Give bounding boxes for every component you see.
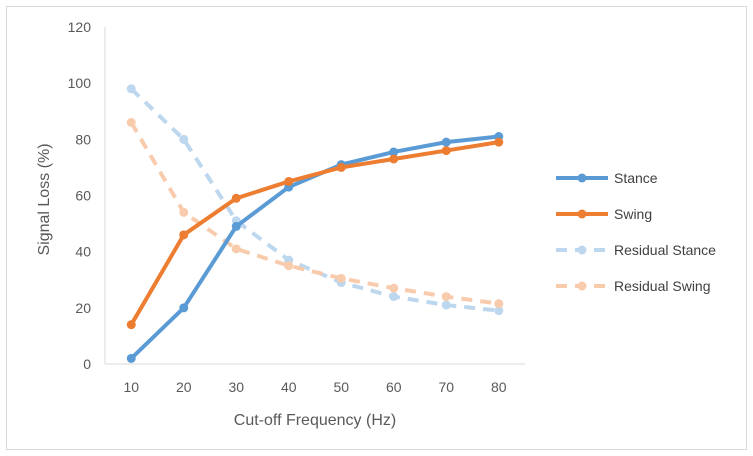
x-axis-label: Cut-off Frequency (Hz) xyxy=(234,412,396,429)
series-group xyxy=(126,84,504,363)
x-axis-ticks: 10 20 30 40 50 60 70 80 xyxy=(123,379,506,395)
x-tick-label: 40 xyxy=(281,379,297,395)
data-point xyxy=(179,134,189,144)
x-tick-label: 20 xyxy=(176,379,192,395)
data-point xyxy=(494,137,504,147)
y-axis-ticks: 0 20 40 60 80 100 120 xyxy=(68,19,92,372)
axes xyxy=(104,27,525,365)
data-point xyxy=(231,244,241,254)
data-point xyxy=(231,221,241,231)
series-residual-stance xyxy=(126,84,504,316)
y-tick-label: 40 xyxy=(75,244,91,260)
data-point xyxy=(126,353,136,363)
data-point xyxy=(126,320,136,330)
series-residual-swing xyxy=(126,117,504,309)
series-line xyxy=(129,121,500,306)
data-point xyxy=(336,162,346,172)
data-point xyxy=(231,193,241,203)
series-line xyxy=(129,140,501,327)
y-tick-label: 100 xyxy=(68,75,92,91)
chart-frame xyxy=(6,6,747,450)
data-point xyxy=(284,176,294,186)
data-point xyxy=(284,261,294,271)
data-point xyxy=(494,299,504,309)
data-point xyxy=(441,137,451,147)
x-tick-label: 10 xyxy=(123,379,139,395)
y-tick-label: 60 xyxy=(75,188,91,204)
y-axis-label: Signal Loss (%) xyxy=(36,143,53,255)
data-point xyxy=(126,84,136,94)
data-point xyxy=(126,117,136,127)
x-tick-label: 30 xyxy=(228,379,244,395)
y-tick-label: 120 xyxy=(68,19,92,35)
series-line xyxy=(129,87,499,313)
series-stance xyxy=(126,132,504,363)
legend-label: Residual Swing xyxy=(614,278,711,294)
series-line xyxy=(129,134,501,361)
legend-label: Stance xyxy=(614,170,658,186)
data-point xyxy=(441,146,451,156)
legend-label: Residual Stance xyxy=(614,242,716,258)
data-point xyxy=(389,154,399,164)
data-point xyxy=(441,292,451,302)
series-swing xyxy=(126,137,504,330)
data-point xyxy=(389,283,399,293)
legend-swatch-marker xyxy=(577,245,587,255)
legend-label: Swing xyxy=(614,206,652,222)
data-point xyxy=(179,230,189,240)
data-point xyxy=(389,147,399,157)
y-tick-label: 80 xyxy=(75,131,91,147)
legend-swatch-marker xyxy=(577,209,587,219)
y-tick-label: 0 xyxy=(83,356,91,372)
x-tick-label: 60 xyxy=(386,379,402,395)
legend-swatch-marker xyxy=(577,281,587,291)
legend-item: Residual Swing xyxy=(556,278,711,294)
x-tick-label: 50 xyxy=(333,379,349,395)
x-tick-label: 70 xyxy=(438,379,454,395)
y-tick-label: 20 xyxy=(75,300,91,316)
data-point xyxy=(441,300,451,310)
x-tick-label: 80 xyxy=(491,379,507,395)
legend-item: Residual Stance xyxy=(556,242,716,258)
legend-item: Swing xyxy=(556,206,652,222)
data-point xyxy=(336,273,346,283)
legend: Stance Swing Residual Stance Residual Swing xyxy=(556,170,716,294)
data-point xyxy=(389,292,399,302)
legend-swatch-marker xyxy=(577,173,587,183)
data-point xyxy=(494,306,504,316)
data-point xyxy=(179,303,189,313)
legend-item: Stance xyxy=(556,170,658,186)
data-point xyxy=(179,207,189,217)
